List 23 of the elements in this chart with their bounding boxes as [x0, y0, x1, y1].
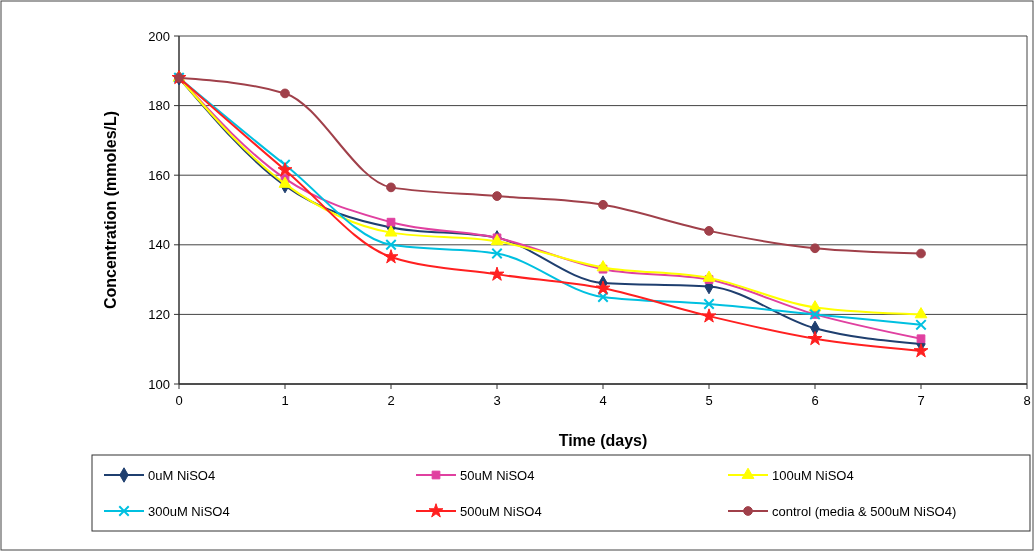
x-tick-label: 1: [281, 393, 289, 408]
x-tick-label: 5: [705, 393, 713, 408]
y-tick-label: 100: [148, 376, 170, 392]
legend-label: 500uM NiSO4: [460, 503, 542, 519]
x-tick-label: 3: [493, 393, 501, 408]
x-axis-title: Time (days): [558, 432, 648, 449]
legend-label: 300uM NiSO4: [148, 503, 230, 519]
x-tick-label: 4: [599, 393, 607, 408]
y-tick-label: 160: [148, 167, 170, 183]
y-axis-title: Concentration (mmoles/L): [102, 110, 119, 310]
legend-label: control (media & 500uM NiSO4): [772, 503, 957, 519]
x-tick-label: 0: [175, 393, 183, 408]
y-tick-label: 180: [148, 98, 170, 114]
legend-label: 0uM NiSO4: [148, 467, 216, 483]
x-tick-label: 2: [387, 393, 395, 408]
y-tick-label: 200: [148, 28, 170, 44]
y-tick-label: 140: [148, 237, 170, 253]
x-tick-label: 8: [1023, 393, 1031, 408]
x-tick-label: 6: [811, 393, 819, 408]
y-tick-label: 120: [148, 306, 170, 322]
legend-label: 100uM NiSO4: [772, 467, 854, 483]
legend-label: 50uM NiSO4: [460, 467, 535, 483]
x-tick-label: 7: [917, 393, 925, 408]
